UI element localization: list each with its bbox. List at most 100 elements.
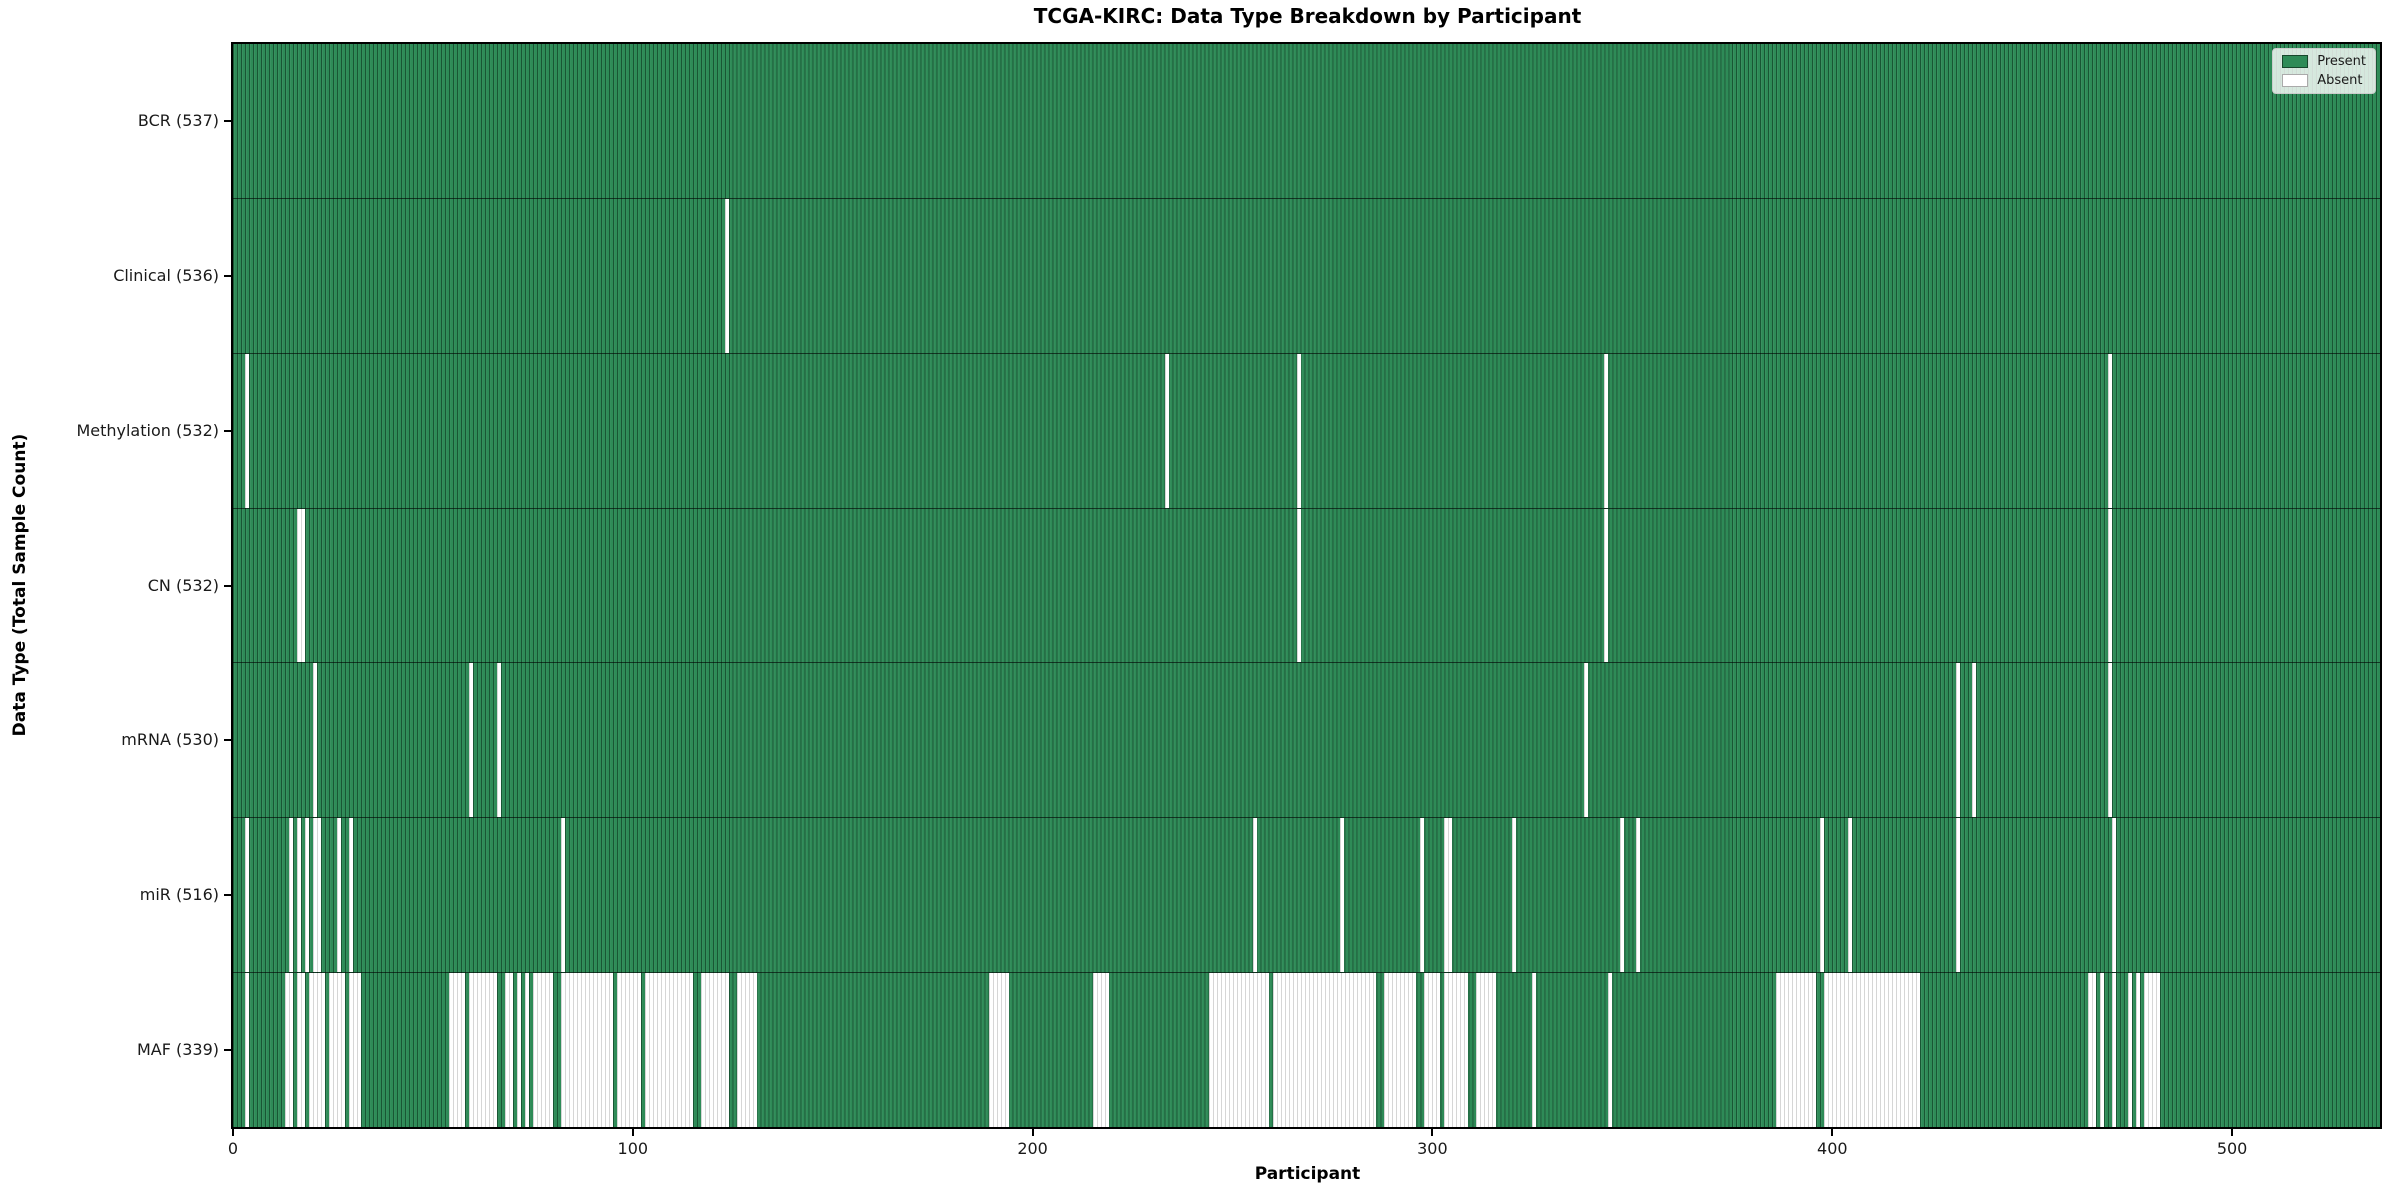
- y-tick-miR: [224, 893, 231, 896]
- absent-cells-mRNA-435-435: [1972, 663, 1977, 818]
- x-axis-label: Participant: [1254, 1164, 1361, 1184]
- absent-cells-CN-343-343: [1604, 508, 1609, 663]
- heatmap-row-MAF: [233, 972, 2380, 1128]
- absent-cells-Methylation-343-343: [1604, 353, 1609, 508]
- absent-cells-MAF-71-71: [516, 973, 521, 1128]
- absent-cells-MAF-54-57: [448, 973, 465, 1128]
- absent-cells-miR-20-21: [312, 818, 321, 973]
- absent-cells-MAF-59-65: [468, 973, 497, 1128]
- heatmap-row-BCR: [233, 44, 2380, 198]
- heatmap-row-CN: [233, 507, 2380, 663]
- absent-cells-miR-470-470: [2112, 818, 2117, 973]
- absent-cells-MAF-75-79: [532, 973, 553, 1128]
- heatmap-row-Clinical: [233, 197, 2380, 353]
- x-tick-label-100: 100: [617, 1139, 649, 1158]
- legend-swatch-absent-icon: [2282, 74, 2309, 87]
- legend-swatch-present-icon: [2282, 55, 2309, 68]
- x-tick-100: [631, 1129, 634, 1136]
- absent-cells-miR-18-18: [304, 818, 309, 973]
- y-tick-label-mRNA: mRNA (530): [121, 730, 219, 750]
- absent-cells-MAF-260-285: [1272, 973, 1377, 1128]
- absent-cells-miR-347-347: [1620, 818, 1625, 973]
- absent-cells-MAF-325-325: [1532, 973, 1537, 1128]
- absent-cells-MAF-29-31: [348, 973, 361, 1128]
- y-tick-label-CN: CN (532): [147, 575, 219, 595]
- legend-item-absent: Absent: [2282, 73, 2366, 88]
- chart-title: TCGA-KIRC: Data Type Breakdown by Partic…: [1033, 4, 1582, 28]
- absent-cells-miR-397-397: [1820, 818, 1825, 973]
- x-tick-0: [232, 1129, 234, 1136]
- legend-label-present: Present: [2317, 54, 2366, 69]
- absent-cells-miR-320-320: [1512, 818, 1517, 973]
- absent-cells-CN-266-266: [1296, 508, 1301, 663]
- absent-cells-MAF-96-101: [616, 973, 641, 1128]
- absent-cells-MAF-298-301: [1424, 973, 1441, 1128]
- legend-label-absent: Absent: [2317, 73, 2363, 88]
- absent-cells-Methylation-3-3: [244, 353, 249, 508]
- absent-cells-MAF-189-193: [988, 973, 1009, 1128]
- absent-cells-MAF-464-465: [2088, 973, 2097, 1128]
- absent-cells-miR-255-255: [1252, 818, 1257, 973]
- absent-cells-MAF-3-3: [244, 973, 249, 1128]
- absent-cells-miR-351-351: [1636, 818, 1641, 973]
- absent-cells-MAF-215-218: [1092, 973, 1109, 1128]
- absent-cells-MAF-103-114: [644, 973, 693, 1128]
- absent-cells-MAF-82-94: [560, 973, 613, 1128]
- absent-cells-MAF-16-17: [296, 973, 305, 1128]
- absent-cells-miR-277-277: [1340, 818, 1345, 973]
- heatmap-row-miR: [233, 817, 2380, 973]
- absent-cells-MAF-476-476: [2136, 973, 2141, 1128]
- absent-cells-MAF-68-69: [504, 973, 513, 1128]
- y-tick-label-MAF: MAF (339): [136, 1039, 219, 1059]
- absent-cells-MAF-478-481: [2144, 973, 2161, 1128]
- absent-cells-MAF-244-258: [1208, 973, 1269, 1128]
- x-tick-300: [1431, 1129, 1434, 1136]
- absent-cells-miR-431-431: [1956, 818, 1961, 973]
- absent-cells-mRNA-59-59: [468, 663, 473, 818]
- y-tick-mRNA: [224, 739, 231, 742]
- absent-cells-MAF-24-27: [328, 973, 345, 1128]
- absent-cells-Methylation-233-233: [1164, 353, 1169, 508]
- absent-cells-mRNA-20-20: [312, 663, 317, 818]
- heatmap-row-Methylation: [233, 352, 2380, 508]
- absent-cells-MAF-467-467: [2100, 973, 2105, 1128]
- y-tick-CN: [224, 584, 231, 587]
- absent-cells-MAF-344-344: [1608, 973, 1613, 1128]
- y-tick-label-Methylation: Methylation (532): [76, 420, 219, 440]
- y-tick-MAF: [224, 1048, 231, 1051]
- absent-cells-Methylation-469-469: [2108, 353, 2113, 508]
- y-tick-BCR: [224, 120, 231, 123]
- legend: Present Absent: [2272, 48, 2376, 94]
- absent-cells-Clinical-123-123: [724, 198, 729, 353]
- x-tick-label-500: 500: [2216, 1139, 2248, 1158]
- absent-cells-CN-469-469: [2108, 508, 2113, 663]
- absent-cells-mRNA-66-66: [496, 663, 501, 818]
- absent-cells-CN-16-17: [296, 508, 305, 663]
- absent-cells-miR-303-304: [1444, 818, 1453, 973]
- y-tick-label-BCR: BCR (537): [137, 111, 219, 131]
- absent-cells-MAF-303-308: [1444, 973, 1469, 1128]
- absent-cells-MAF-73-73: [524, 973, 529, 1128]
- absent-cells-MAF-386-395: [1776, 973, 1817, 1128]
- y-tick-Clinical: [224, 275, 231, 278]
- absent-cells-miR-29-29: [348, 818, 353, 973]
- absent-cells-mRNA-431-431: [1956, 663, 1961, 818]
- y-tick-Methylation: [224, 429, 231, 432]
- absent-cells-miR-404-404: [1848, 818, 1853, 973]
- x-tick-500: [2231, 1129, 2234, 1136]
- x-tick-label-300: 300: [1417, 1139, 1448, 1158]
- y-tick-label-Clinical: Clinical (536): [113, 266, 219, 286]
- absent-cells-mRNA-469-469: [2108, 663, 2113, 818]
- plot-area: [231, 42, 2382, 1129]
- heatmap-row-mRNA: [233, 662, 2380, 818]
- x-tick-label-400: 400: [1817, 1139, 1848, 1158]
- x-tick-label-0: 0: [227, 1139, 239, 1158]
- x-tick-200: [1031, 1129, 1034, 1136]
- absent-cells-MAF-474-474: [2128, 973, 2133, 1128]
- absent-cells-mRNA-338-338: [1584, 663, 1589, 818]
- absent-cells-MAF-117-123: [700, 973, 729, 1128]
- x-tick-400: [1831, 1129, 1834, 1136]
- legend-item-present: Present: [2282, 54, 2366, 69]
- absent-cells-miR-14-14: [288, 818, 293, 973]
